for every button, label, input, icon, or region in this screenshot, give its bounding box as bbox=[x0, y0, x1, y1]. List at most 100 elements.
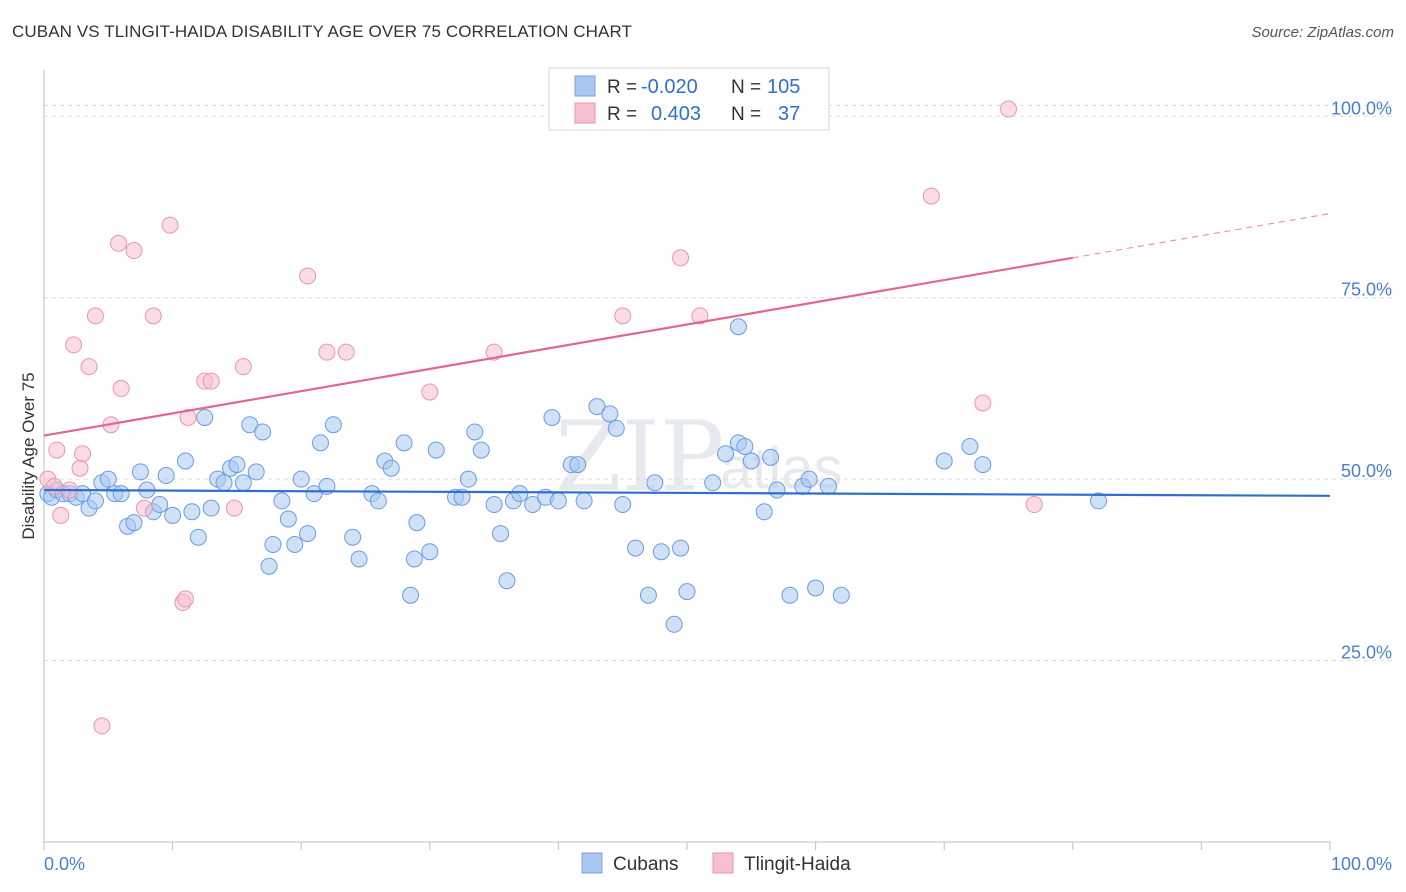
point-cubans bbox=[607, 419, 625, 437]
point-cubans bbox=[183, 503, 201, 521]
point-cubans bbox=[742, 452, 760, 470]
point-tlingit-haida bbox=[135, 499, 153, 517]
point-cubans bbox=[176, 452, 194, 470]
y-tick-label: 100.0% bbox=[1331, 98, 1392, 118]
point-tlingit-haida bbox=[1025, 496, 1043, 514]
legend-n-value-1: 105 bbox=[767, 76, 800, 98]
point-tlingit-haida bbox=[225, 499, 243, 517]
trend-line-tlingit-haida bbox=[43, 256, 1073, 437]
point-tlingit-haida bbox=[93, 717, 111, 735]
point-cubans bbox=[781, 586, 799, 604]
point-cubans bbox=[800, 470, 818, 488]
point-tlingit-haida bbox=[125, 242, 143, 260]
point-cubans bbox=[935, 452, 953, 470]
point-cubans bbox=[575, 492, 593, 510]
point-cubans bbox=[151, 496, 169, 514]
point-tlingit-haida bbox=[45, 477, 63, 495]
point-cubans bbox=[961, 437, 979, 455]
point-cubans bbox=[768, 481, 786, 499]
point-cubans bbox=[646, 474, 664, 492]
y-tick-label: 50.0% bbox=[1341, 461, 1392, 481]
point-cubans bbox=[305, 485, 323, 503]
point-tlingit-haida bbox=[144, 307, 162, 325]
point-tlingit-haida bbox=[176, 590, 194, 608]
point-tlingit-haida bbox=[299, 267, 317, 285]
trend-lines bbox=[43, 212, 1331, 497]
axes bbox=[43, 70, 1331, 850]
point-cubans bbox=[498, 572, 516, 590]
point-tlingit-haida bbox=[74, 445, 92, 463]
point-cubans bbox=[678, 583, 696, 601]
point-cubans bbox=[286, 535, 304, 553]
bottom-legend-swatch-cubans bbox=[581, 852, 603, 874]
bottom-legend-label-tlingit-haida: Tlingit-Haida bbox=[744, 854, 851, 875]
chart-title: CUBAN VS TLINGIT-HAIDA DISABILITY AGE OV… bbox=[12, 22, 633, 41]
point-cubans bbox=[131, 463, 149, 481]
point-tlingit-haida bbox=[337, 343, 355, 361]
series-tlingit-haida bbox=[39, 100, 1043, 735]
point-tlingit-haida bbox=[421, 383, 439, 401]
point-cubans bbox=[202, 499, 220, 517]
point-tlingit-haida bbox=[614, 307, 632, 325]
point-tlingit-haida bbox=[234, 358, 252, 376]
point-cubans bbox=[311, 434, 329, 452]
point-cubans bbox=[466, 423, 484, 441]
point-cubans bbox=[755, 503, 773, 521]
legend-n-label-2: N = bbox=[731, 104, 761, 125]
point-cubans bbox=[524, 496, 542, 514]
point-tlingit-haida bbox=[179, 408, 197, 426]
point-tlingit-haida bbox=[672, 249, 690, 267]
point-tlingit-haida bbox=[922, 187, 940, 205]
point-cubans bbox=[485, 496, 503, 514]
point-cubans bbox=[569, 456, 587, 474]
point-cubans bbox=[189, 528, 207, 546]
series-cubans bbox=[39, 318, 1108, 633]
point-tlingit-haida bbox=[110, 234, 128, 252]
legend-r-label-2: R = bbox=[607, 104, 637, 125]
point-cubans bbox=[405, 550, 423, 568]
legend-r-value-1: -0.020 bbox=[641, 76, 698, 98]
point-cubans bbox=[421, 543, 439, 561]
point-cubans bbox=[157, 467, 175, 485]
point-cubans bbox=[427, 441, 445, 459]
y-tick-labels: 25.0% 50.0% 75.0% 100.0% bbox=[1331, 98, 1392, 662]
point-cubans bbox=[344, 528, 362, 546]
point-cubans bbox=[408, 514, 426, 532]
point-cubans bbox=[86, 492, 104, 510]
point-tlingit-haida bbox=[52, 506, 70, 524]
point-cubans bbox=[588, 398, 606, 416]
point-tlingit-haida bbox=[86, 307, 104, 325]
point-cubans bbox=[472, 441, 490, 459]
point-cubans bbox=[652, 543, 670, 561]
point-tlingit-haida bbox=[65, 336, 83, 354]
point-cubans bbox=[627, 539, 645, 557]
point-cubans bbox=[1090, 492, 1108, 510]
point-cubans bbox=[704, 474, 722, 492]
point-cubans bbox=[736, 437, 754, 455]
point-tlingit-haida bbox=[80, 358, 98, 376]
point-cubans bbox=[717, 445, 735, 463]
legend-swatch-cubans bbox=[574, 75, 596, 97]
point-tlingit-haida bbox=[71, 459, 89, 477]
point-tlingit-haida bbox=[202, 372, 220, 390]
point-cubans bbox=[112, 485, 130, 503]
legend-box: R = -0.020 N = 105 R = 0.403 N = 37 bbox=[548, 67, 830, 131]
legend-n-label-1: N = bbox=[731, 77, 761, 98]
point-cubans bbox=[125, 514, 143, 532]
bottom-legend-label-cubans: Cubans bbox=[613, 854, 679, 875]
y-tick-label: 75.0% bbox=[1341, 280, 1392, 300]
point-cubans bbox=[832, 586, 850, 604]
point-cubans bbox=[974, 456, 992, 474]
point-cubans bbox=[492, 525, 510, 543]
point-cubans bbox=[324, 416, 342, 434]
point-cubans bbox=[511, 485, 529, 503]
point-tlingit-haida bbox=[48, 441, 66, 459]
legend-r-value-2: 0.403 bbox=[651, 103, 701, 125]
legend-r-label-1: R = bbox=[607, 77, 637, 98]
point-cubans bbox=[459, 470, 477, 488]
point-cubans bbox=[369, 492, 387, 510]
y-axis-title: Disability Age Over 75 bbox=[19, 372, 38, 539]
point-cubans bbox=[292, 470, 310, 488]
point-cubans bbox=[402, 586, 420, 604]
